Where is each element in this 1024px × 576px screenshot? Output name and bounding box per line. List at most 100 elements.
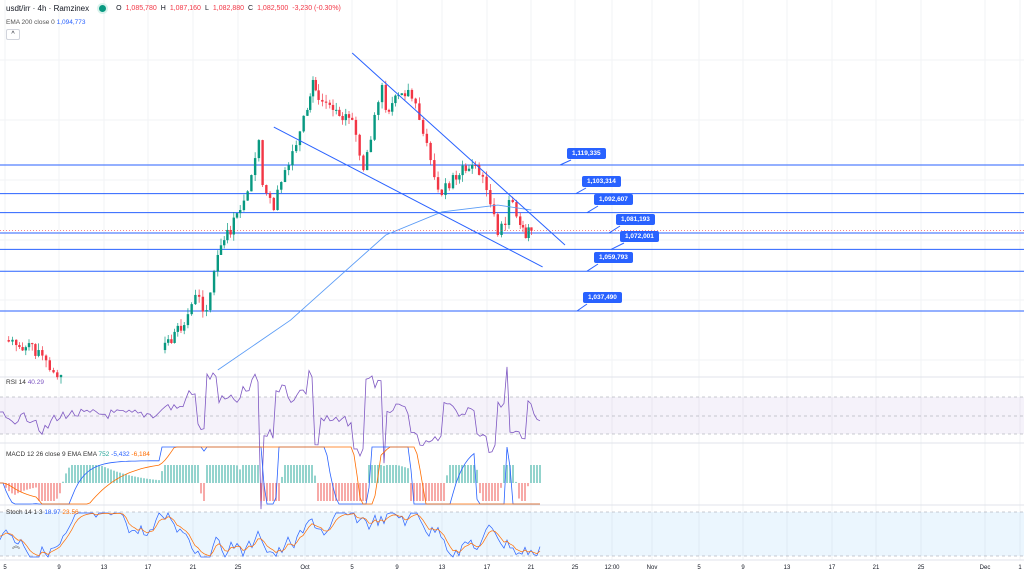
candle-body [391,103,394,112]
candle-body [440,189,443,196]
candle-body [15,339,18,346]
candle-body [324,101,328,103]
candle-body [354,119,358,135]
open-value: 1,085,780 [125,5,157,12]
level-price-label[interactable]: 1,119,335 [567,148,606,159]
candle-body [358,134,361,156]
close-label: C [248,5,254,12]
candle-body [328,102,331,105]
candle-body [418,103,421,120]
candle-body [268,193,272,198]
candle-body [314,79,317,91]
candle-body [24,347,27,351]
candle-body [425,133,429,143]
candle-body [458,175,461,180]
candle-body [291,151,294,166]
candle-body [384,84,387,110]
rsi-band [0,397,1024,434]
candle-body [253,158,257,176]
grid [0,0,1024,561]
level-price-label[interactable]: 1,092,607 [594,194,633,205]
change-value: -3,230 (-0.30%) [292,5,341,12]
candle-body [283,170,287,183]
time-tick: 17 [483,565,491,571]
candle-body [311,79,315,97]
candle-body [321,99,324,102]
stoch-k-value: 18.97 [44,509,61,516]
candle-body [507,200,511,225]
macd-hist-value: 752 [98,451,110,458]
candle-body [369,139,373,153]
stoch-k-line [0,512,541,558]
stoch-legend[interactable]: Stoch 14 1 3 18.97 23.56 [6,509,79,516]
level-price-label[interactable]: 1,081,193 [616,214,655,225]
level-price-label[interactable]: 1,072,001 [620,231,659,242]
stoch-label: Stoch 14 1 3 [6,509,43,516]
horizontal-levels [0,159,1024,312]
macd-legend[interactable]: MACD 12 26 close 9 EMA EMA 752 -5,432 -6… [6,451,150,458]
candle-body [421,119,425,134]
candle-body [527,227,530,239]
candle-body [7,340,10,342]
rsi-value: 40.29 [27,379,44,386]
level-price-label[interactable]: 1,037,490 [583,292,622,303]
collapse-panes-icon[interactable]: ︽ [12,541,20,550]
candle-body [176,325,179,332]
candle-body [451,175,455,189]
time-tick: 25 [571,565,579,571]
candle-body [485,176,488,191]
candle-body [433,160,436,178]
high-value: 1,087,160 [169,5,201,12]
candle-body [261,140,264,186]
time-tick: 13 [438,565,446,571]
macd-signal-value: -6,184 [131,451,150,458]
time-tick: 13 [783,565,791,571]
candle-body [179,325,183,331]
candle-body [492,204,496,215]
candle-body [515,202,518,217]
candle-body [511,200,514,203]
candle-body [18,345,21,348]
candle-body [306,109,309,116]
stoch-band [0,512,1024,556]
time-tick: 21 [872,565,880,571]
time-tick: 13 [100,565,108,571]
ema-legend[interactable]: EMA 200 close 0 1,094,773 [6,19,86,26]
candle-body [295,145,298,152]
time-tick: 1 [1018,565,1022,571]
ema-label: EMA 200 close 0 [6,19,55,26]
candle-body [257,140,261,159]
rsi-legend[interactable]: RSI 14 40.29 [6,379,44,386]
level-connector [575,187,587,195]
open-label: O [116,5,122,12]
time-tick: 25 [234,565,242,571]
candle-body [448,183,451,189]
candle-body [27,343,31,348]
candle-body [250,175,253,192]
candle-body [280,182,283,190]
collapse-legend-button[interactable]: ^ [6,29,20,40]
time-tick: Nov [646,565,658,571]
candle-body [170,339,173,343]
candle-body [48,360,51,371]
candle-body [219,245,223,255]
candle-body [500,223,503,235]
symbol-title[interactable]: usdt/irr · 4h · Ramzinex [6,4,90,13]
candle-body [276,189,279,211]
macd-label: MACD 12 26 close 9 EMA EMA [6,451,97,458]
candle-body [351,117,354,120]
candle-body [464,165,467,171]
high-label: H [160,5,166,12]
time-tick: 5 [697,565,701,571]
level-price-label[interactable]: 1,059,793 [594,252,633,263]
candle-body [530,227,533,231]
time-tick: 17 [144,565,152,571]
candle-body [407,89,410,97]
candle-body [163,342,167,351]
level-price-label[interactable]: 1,103,314 [582,176,621,187]
candle-body [347,114,351,118]
ema-200-line [217,204,532,371]
level-connector [608,225,621,234]
candle-body [489,190,492,205]
